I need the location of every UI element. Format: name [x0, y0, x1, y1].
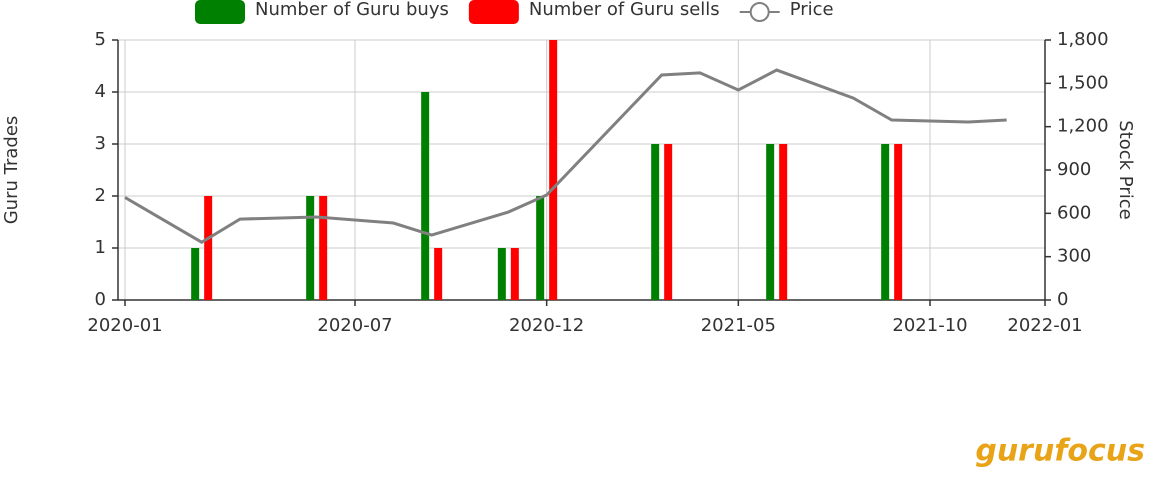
bar [779, 144, 788, 300]
y-tick-label: 0 [95, 289, 106, 310]
legend-swatch [749, 2, 770, 22]
price-line [124, 68, 1007, 244]
y-tick-label: 2 [95, 185, 106, 206]
bar [191, 248, 200, 300]
y-tick-label: 1 [95, 237, 106, 258]
y2-tick-label: 300 [1057, 246, 1091, 267]
y-tick-label: 4 [95, 81, 106, 102]
y2-tick-label: 900 [1057, 159, 1091, 180]
x-tick-label: 2022-01 [1007, 315, 1082, 336]
bar [664, 144, 673, 300]
bar [549, 40, 558, 300]
y2-axis-title: Stock Price [1115, 120, 1136, 219]
y-tick-label: 3 [95, 133, 106, 154]
y2-tick-label: 600 [1057, 202, 1091, 223]
y2-tick-label: 1,200 [1057, 116, 1109, 137]
bar [421, 92, 430, 300]
y2-tick-label: 0 [1057, 289, 1068, 310]
bar [536, 196, 545, 300]
bar [319, 196, 328, 300]
legend-swatch [468, 0, 519, 24]
bar [894, 144, 903, 300]
bar [881, 144, 890, 300]
legend-swatch [195, 0, 245, 24]
bar [306, 196, 315, 300]
bar [766, 144, 775, 300]
bar [497, 248, 506, 300]
bar [434, 248, 443, 300]
x-tick-label: 2020-01 [87, 315, 162, 336]
legend-label: Price [790, 0, 834, 20]
watermark: gurufocus [975, 434, 1145, 469]
legend-label: Number of Guru buys [255, 0, 449, 20]
x-tick-label: 2020-07 [317, 315, 392, 336]
legend-label: Number of Guru sells [529, 0, 720, 20]
x-tick-label: 2020-12 [509, 315, 584, 336]
y2-tick-label: 1,800 [1057, 29, 1109, 50]
bar [510, 248, 519, 300]
y-axis-title: Guru Trades [1, 116, 22, 225]
x-tick-label: 2021-10 [892, 315, 967, 336]
x-tick-label: 2021-05 [701, 315, 776, 336]
y-tick-label: 5 [95, 29, 106, 50]
y2-tick-label: 1,500 [1057, 72, 1109, 93]
bar [204, 196, 213, 300]
bar [651, 144, 660, 300]
